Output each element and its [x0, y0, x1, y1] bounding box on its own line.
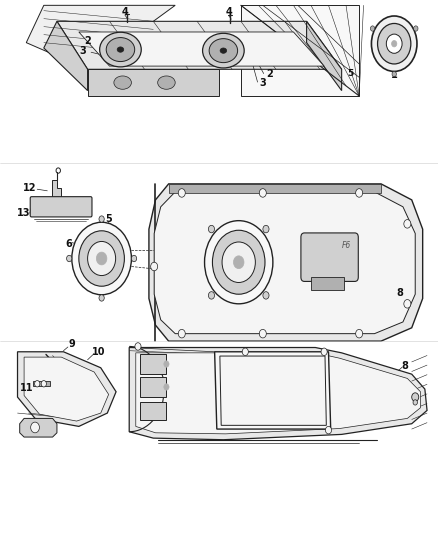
- Circle shape: [96, 252, 107, 265]
- Circle shape: [212, 230, 265, 294]
- Text: 13: 13: [17, 208, 30, 218]
- Circle shape: [392, 41, 397, 47]
- Text: 6: 6: [66, 239, 73, 248]
- Circle shape: [325, 426, 332, 434]
- Circle shape: [356, 329, 363, 338]
- Circle shape: [404, 300, 411, 308]
- Text: 4: 4: [121, 7, 128, 17]
- Polygon shape: [52, 180, 61, 206]
- Polygon shape: [241, 5, 359, 96]
- Text: 5: 5: [105, 214, 112, 223]
- Circle shape: [413, 26, 418, 31]
- Circle shape: [151, 262, 158, 271]
- Text: 11: 11: [20, 383, 33, 393]
- Polygon shape: [136, 353, 420, 434]
- Text: 2: 2: [266, 69, 273, 78]
- Bar: [311, 277, 344, 290]
- Polygon shape: [44, 21, 88, 91]
- Circle shape: [404, 220, 411, 228]
- Circle shape: [178, 189, 185, 197]
- Circle shape: [412, 393, 419, 401]
- Ellipse shape: [158, 76, 175, 90]
- Circle shape: [135, 343, 141, 350]
- Text: 9: 9: [69, 339, 76, 349]
- Circle shape: [413, 400, 417, 405]
- Polygon shape: [20, 418, 57, 437]
- Polygon shape: [88, 69, 219, 96]
- Text: F6: F6: [341, 241, 351, 249]
- Polygon shape: [129, 348, 427, 440]
- Ellipse shape: [117, 47, 124, 52]
- Polygon shape: [149, 184, 423, 341]
- Ellipse shape: [106, 37, 135, 62]
- Text: 8: 8: [402, 361, 409, 371]
- Circle shape: [99, 295, 104, 301]
- Polygon shape: [26, 5, 175, 69]
- Circle shape: [178, 329, 185, 338]
- Circle shape: [371, 26, 375, 31]
- Text: 3: 3: [259, 78, 266, 87]
- Ellipse shape: [100, 32, 141, 67]
- FancyBboxPatch shape: [301, 233, 358, 281]
- Ellipse shape: [114, 76, 131, 90]
- Polygon shape: [154, 192, 415, 334]
- Text: 12: 12: [23, 183, 36, 193]
- Polygon shape: [57, 21, 342, 69]
- Circle shape: [164, 384, 169, 390]
- Text: 5: 5: [347, 69, 353, 78]
- Ellipse shape: [202, 33, 244, 68]
- Polygon shape: [169, 184, 381, 193]
- Text: 7: 7: [119, 268, 126, 278]
- Circle shape: [88, 241, 116, 276]
- Polygon shape: [307, 21, 342, 91]
- Polygon shape: [33, 381, 50, 386]
- Text: 3: 3: [80, 46, 87, 56]
- Text: 2: 2: [84, 36, 91, 45]
- Circle shape: [392, 71, 396, 77]
- Polygon shape: [18, 352, 116, 426]
- Text: 8: 8: [396, 288, 403, 298]
- Circle shape: [67, 255, 72, 262]
- Circle shape: [72, 222, 131, 295]
- Circle shape: [263, 292, 269, 299]
- Polygon shape: [24, 357, 109, 421]
- Ellipse shape: [209, 39, 237, 63]
- Circle shape: [35, 381, 40, 387]
- Circle shape: [242, 348, 248, 356]
- Circle shape: [378, 23, 411, 64]
- Circle shape: [41, 381, 46, 387]
- Ellipse shape: [220, 48, 227, 53]
- Circle shape: [386, 34, 402, 53]
- Bar: [140, 377, 166, 397]
- Circle shape: [208, 292, 215, 299]
- Circle shape: [259, 189, 266, 197]
- Circle shape: [205, 221, 273, 304]
- Circle shape: [99, 216, 104, 222]
- Polygon shape: [220, 356, 326, 425]
- Circle shape: [321, 348, 327, 356]
- Circle shape: [233, 256, 244, 269]
- Bar: [140, 402, 166, 420]
- Polygon shape: [215, 352, 331, 429]
- Circle shape: [371, 16, 417, 71]
- Text: 10: 10: [92, 347, 105, 357]
- Circle shape: [131, 255, 137, 262]
- Circle shape: [208, 225, 215, 233]
- FancyBboxPatch shape: [30, 197, 92, 217]
- Text: 1: 1: [391, 70, 398, 79]
- Circle shape: [164, 361, 169, 367]
- Circle shape: [259, 329, 266, 338]
- Polygon shape: [79, 32, 324, 66]
- Circle shape: [263, 225, 269, 233]
- Bar: [140, 354, 166, 374]
- Circle shape: [31, 422, 39, 433]
- Circle shape: [79, 231, 124, 286]
- Circle shape: [356, 189, 363, 197]
- Circle shape: [222, 242, 255, 282]
- Text: 4: 4: [225, 7, 232, 17]
